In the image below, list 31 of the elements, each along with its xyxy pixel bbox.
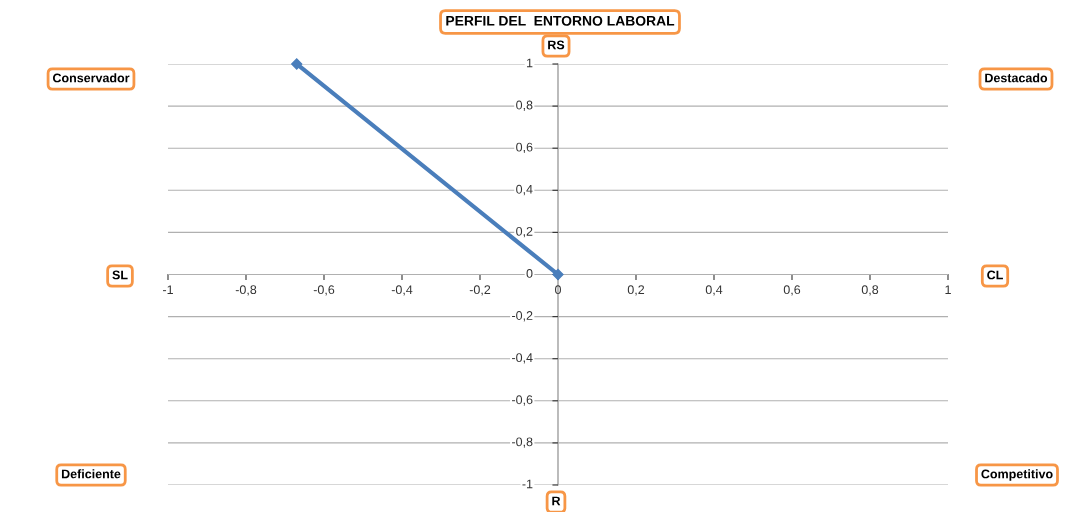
text: R bbox=[552, 496, 561, 506]
text: Conservador bbox=[52, 73, 130, 83]
x-tick-label: -0,4 bbox=[391, 285, 413, 296]
text: CL bbox=[987, 270, 1003, 280]
x-tick-label: 0 bbox=[555, 285, 561, 295]
y-tick-label: -0,2 bbox=[512, 311, 533, 322]
x-tick-label: -0,2 bbox=[469, 285, 491, 296]
x-tick-label: 0,4 bbox=[705, 285, 723, 296]
y-tick-label: -0,4 bbox=[512, 353, 533, 364]
y-tick-label: -0,6 bbox=[512, 395, 533, 406]
y-tick-label: 1 bbox=[527, 58, 533, 68]
y-tick-label: 0 bbox=[526, 269, 533, 278]
x-tick-label: 0,2 bbox=[627, 285, 645, 296]
y-tick-label: 0,8 bbox=[516, 100, 533, 111]
x-tick-label: -1 bbox=[163, 285, 173, 294]
x-tick-label: 0,8 bbox=[861, 285, 879, 296]
x-tick-label: -0,8 bbox=[235, 285, 257, 296]
text: Destacado bbox=[985, 73, 1048, 83]
y-tick-label: -0,8 bbox=[512, 437, 533, 448]
chart-title: PERFIL DEL ENTORNO LABORAL bbox=[446, 15, 675, 26]
y-tick-label: -1 bbox=[522, 479, 533, 489]
x-tick-label: 0,6 bbox=[783, 285, 801, 296]
text: Deficiente bbox=[61, 469, 121, 479]
x-tick-label: 1 bbox=[945, 285, 951, 294]
text: RS bbox=[548, 40, 565, 50]
text: SL bbox=[112, 270, 128, 280]
y-tick-label: 0,2 bbox=[516, 226, 533, 238]
text: Competitivo bbox=[981, 469, 1053, 481]
x-tick-label: -0,6 bbox=[313, 285, 335, 296]
y-tick-label: 0,6 bbox=[516, 142, 533, 154]
y-tick-label: 0,4 bbox=[516, 184, 533, 196]
